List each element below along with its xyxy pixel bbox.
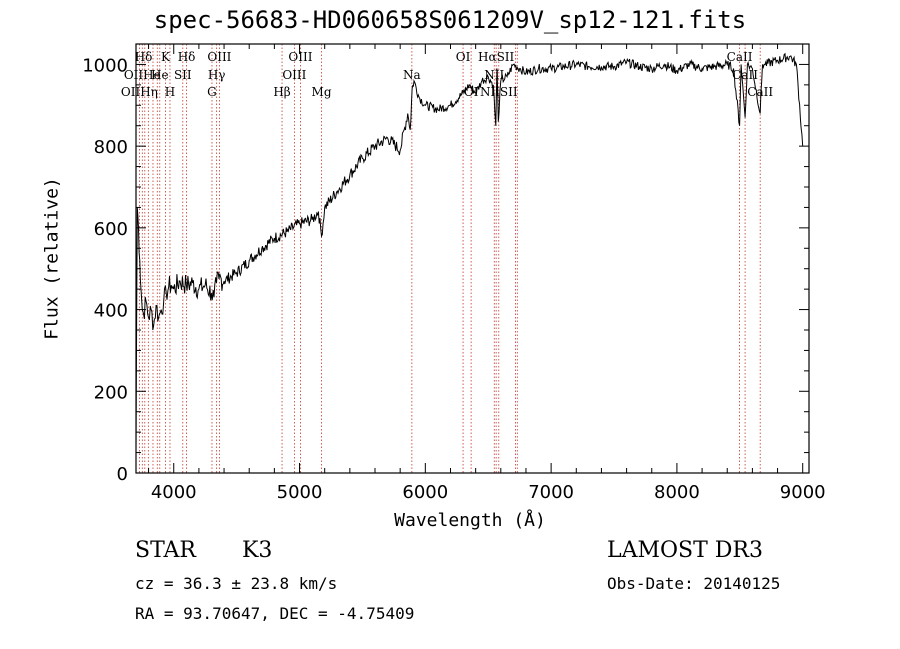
x-tick-label: 9000 (780, 482, 826, 503)
obs-date: Obs-Date: 20140125 (607, 574, 781, 593)
coordinates: RA = 93.70647, DEC = -4.75409 (135, 604, 415, 623)
x-tick-label: 7000 (528, 482, 574, 503)
line-label: G (207, 85, 217, 99)
line-label: Hδ (135, 50, 153, 64)
line-label: SII (174, 68, 192, 82)
survey-name: LAMOST DR3 (607, 538, 763, 563)
line-label: CaII (732, 68, 758, 82)
line-label: NIISII (480, 85, 518, 99)
line-label: OI (456, 50, 471, 64)
line-markers (138, 44, 761, 473)
line-label: OIII (207, 50, 231, 64)
line-label: Hδ (178, 50, 196, 64)
y-tick-label: 400 (94, 301, 128, 322)
x-axis-label: Wavelength (Å) (394, 510, 546, 531)
line-label: Na (403, 68, 421, 82)
line-label: HαSII (478, 50, 515, 64)
y-tick-label: 800 (94, 137, 128, 158)
axis-ticks: 4000 5000 6000 7000 8000 9000 0 200 400 600 800 100… (82, 44, 826, 503)
chart-title: spec-56683-HD060658S061209V_sp12-121.fit… (153, 6, 747, 34)
line-label: He (151, 68, 169, 82)
line-label: OI (464, 85, 479, 99)
y-tick-label: 200 (94, 382, 128, 403)
x-tick-label: 8000 (654, 482, 700, 503)
line-label: CaII (727, 50, 753, 64)
line-label: OIIHe (124, 68, 161, 82)
line-label: Hγ (208, 68, 226, 82)
plot-frame (135, 43, 810, 474)
y-tick-label: 600 (94, 219, 128, 240)
x-tick-label: 5000 (277, 482, 323, 503)
line-label: NII (484, 68, 504, 82)
x-tick-label: 6000 (402, 482, 448, 503)
line-label: K (161, 50, 171, 64)
y-tick-label: 0 (117, 464, 128, 485)
x-tick-label: 4000 (151, 482, 197, 503)
line-label: Hβ (273, 85, 290, 99)
object-class: STAR (135, 538, 196, 563)
spectrum-line (135, 52, 804, 449)
object-subclass: K3 (242, 538, 273, 563)
line-label: H (165, 85, 175, 99)
line-label: OIII (282, 68, 306, 82)
line-label: Mg (312, 85, 332, 99)
line-label: CaII (747, 85, 773, 99)
y-axis-label: Flux (relative) (41, 177, 63, 340)
redshift-text: cz = 36.3 ± 23.8 km/s (135, 574, 338, 593)
line-label: OIII (288, 50, 312, 64)
y-tick-label: 1000 (82, 55, 128, 76)
line-label: OIIHη (121, 85, 158, 99)
